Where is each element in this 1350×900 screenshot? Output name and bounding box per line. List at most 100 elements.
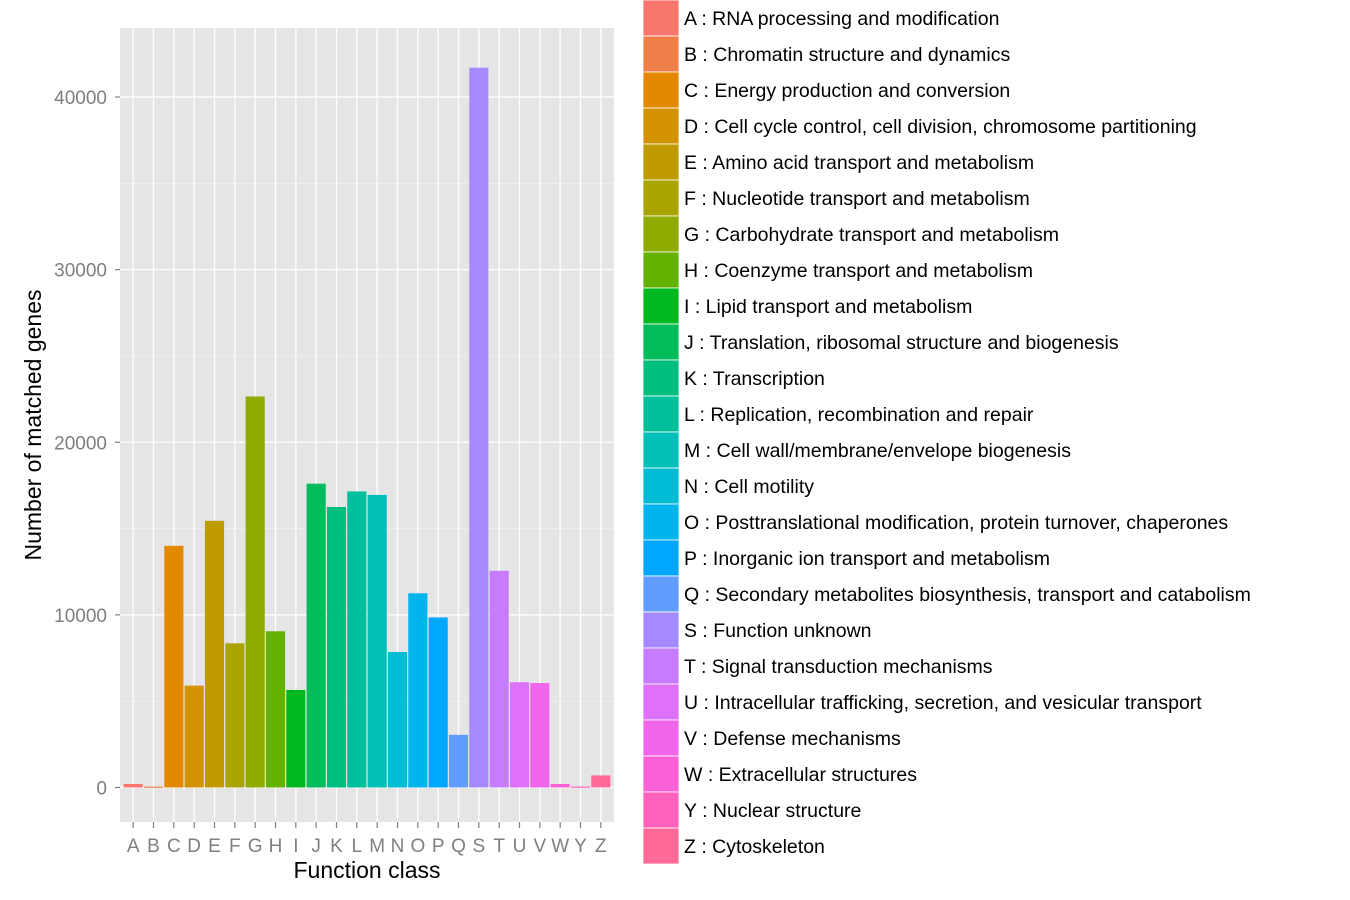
bars: [123, 67, 611, 788]
legend-label-e: E : Amino acid transport and metabolism: [684, 152, 1034, 174]
legend-swatch-y: [642, 791, 680, 829]
legend-swatch-m: [642, 431, 680, 469]
legend-label-s: S : Function unknown: [684, 620, 872, 642]
legend-swatch-u: [642, 683, 680, 721]
x-tick-label: U: [513, 836, 527, 857]
x-tick-label: I: [293, 836, 298, 857]
legend-label-v: V : Defense mechanisms: [684, 728, 901, 750]
legend-label-b: B : Chromatin structure and dynamics: [684, 44, 1010, 66]
x-tick-label: P: [432, 836, 445, 857]
legend-swatch-g: [642, 215, 680, 253]
bar-a: [123, 784, 143, 788]
legend-swatch-k: [642, 359, 680, 397]
legend-label-c: C : Energy production and conversion: [684, 80, 1010, 102]
bar-i: [286, 689, 306, 788]
x-tick-label: Q: [451, 836, 466, 857]
legend-swatch-c: [642, 71, 680, 109]
x-tick-label: H: [269, 836, 283, 857]
x-tick-label: D: [187, 836, 201, 857]
x-tick-label: T: [493, 836, 505, 857]
bar-w: [550, 784, 570, 788]
legend-label-h: H : Coenzyme transport and metabolism: [684, 260, 1033, 282]
legend-swatch-w: [642, 755, 680, 793]
legend-label-d: D : Cell cycle control, cell division, c…: [684, 116, 1197, 138]
x-axis-title: Function class: [293, 857, 440, 883]
legend: A : RNA processing and modification B : C…: [642, 0, 1251, 865]
legend-label-z: Z : Cytoskeleton: [684, 836, 825, 858]
x-tick-label: A: [127, 836, 140, 857]
x-tick-label: F: [229, 836, 241, 857]
x-tick-label: C: [167, 836, 181, 857]
x-tick-label: M: [369, 836, 385, 857]
y-tick-label: 40000: [54, 88, 107, 109]
legend-label-i: I : Lipid transport and metabolism: [684, 296, 972, 318]
legend-label-a: A : RNA processing and modification: [684, 8, 999, 30]
legend-swatch-i: [642, 287, 680, 325]
bar-h: [265, 631, 286, 788]
bar-o: [408, 593, 428, 788]
legend-label-y: Y : Nuclear structure: [684, 800, 861, 822]
legend-swatch-n: [642, 467, 680, 505]
legend-swatch-l: [642, 395, 680, 433]
legend-swatch-a: [642, 0, 680, 37]
legend-swatch-z: [642, 827, 680, 865]
legend-label-p: P : Inorganic ion transport and metaboli…: [684, 548, 1050, 570]
legend-label-w: W : Extracellular structures: [684, 764, 917, 786]
bar-p: [428, 617, 448, 788]
y-tick-label: 0: [96, 778, 107, 799]
legend-swatch-j: [642, 323, 680, 361]
bar-t: [489, 570, 509, 788]
bar-b: [143, 786, 164, 788]
bar-v: [530, 683, 550, 788]
legend-label-m: M : Cell wall/membrane/envelope biogenes…: [684, 440, 1071, 462]
legend-label-g: G : Carbohydrate transport and metabolis…: [684, 224, 1059, 246]
y-axis: 0 10000 20000 30000 40000: [54, 88, 120, 799]
x-tick-label: B: [147, 836, 160, 857]
legend-label-f: F : Nucleotide transport and metabolism: [684, 188, 1030, 210]
legend-swatch-p: [642, 539, 680, 577]
legend-swatch-o: [642, 503, 680, 541]
bar-u: [509, 682, 530, 788]
x-tick-label: O: [410, 836, 425, 857]
bar-e: [204, 520, 225, 788]
legend-label-u: U : Intracellular trafficking, secretion…: [684, 692, 1202, 714]
legend-label-k: K : Transcription: [684, 368, 825, 390]
x-tick-label: L: [352, 836, 363, 857]
y-tick-label: 10000: [54, 606, 107, 627]
legend-swatch-t: [642, 647, 680, 685]
bar-l: [347, 491, 367, 788]
bar-c: [164, 545, 184, 788]
bar-z: [591, 775, 611, 788]
x-tick-label: K: [330, 836, 343, 857]
y-axis-title: Number of matched genes: [20, 289, 46, 560]
x-tick-label: N: [391, 836, 405, 857]
legend-label-o: O : Posttranslational modification, prot…: [684, 512, 1228, 534]
bar-q: [448, 734, 469, 788]
legend-swatch-d: [642, 107, 680, 145]
y-tick-label: 30000: [54, 261, 107, 282]
legend-label-n: N : Cell motility: [684, 476, 814, 498]
legend-swatch-s: [642, 611, 680, 649]
bar-d: [184, 685, 204, 788]
bar-f: [225, 643, 245, 788]
x-tick-label: Z: [595, 836, 607, 857]
legend-swatch-b: [642, 35, 680, 73]
bar-j: [306, 483, 326, 788]
bar-m: [367, 494, 387, 788]
legend-swatch-e: [642, 143, 680, 181]
legend-swatch-q: [642, 575, 680, 613]
x-tick-label: J: [311, 836, 321, 857]
bar-n: [387, 651, 408, 788]
legend-label-l: L : Replication, recombination and repai…: [684, 404, 1034, 426]
bar-s: [469, 67, 489, 788]
x-tick-label: G: [248, 836, 263, 857]
bar-g: [245, 396, 265, 788]
x-tick-label: S: [472, 836, 485, 857]
legend-swatch-f: [642, 179, 680, 217]
legend-label-j: J : Translation, ribosomal structure and…: [684, 332, 1119, 354]
bar-y: [570, 786, 591, 788]
bar-k: [326, 506, 347, 788]
legend-swatch-v: [642, 719, 680, 757]
